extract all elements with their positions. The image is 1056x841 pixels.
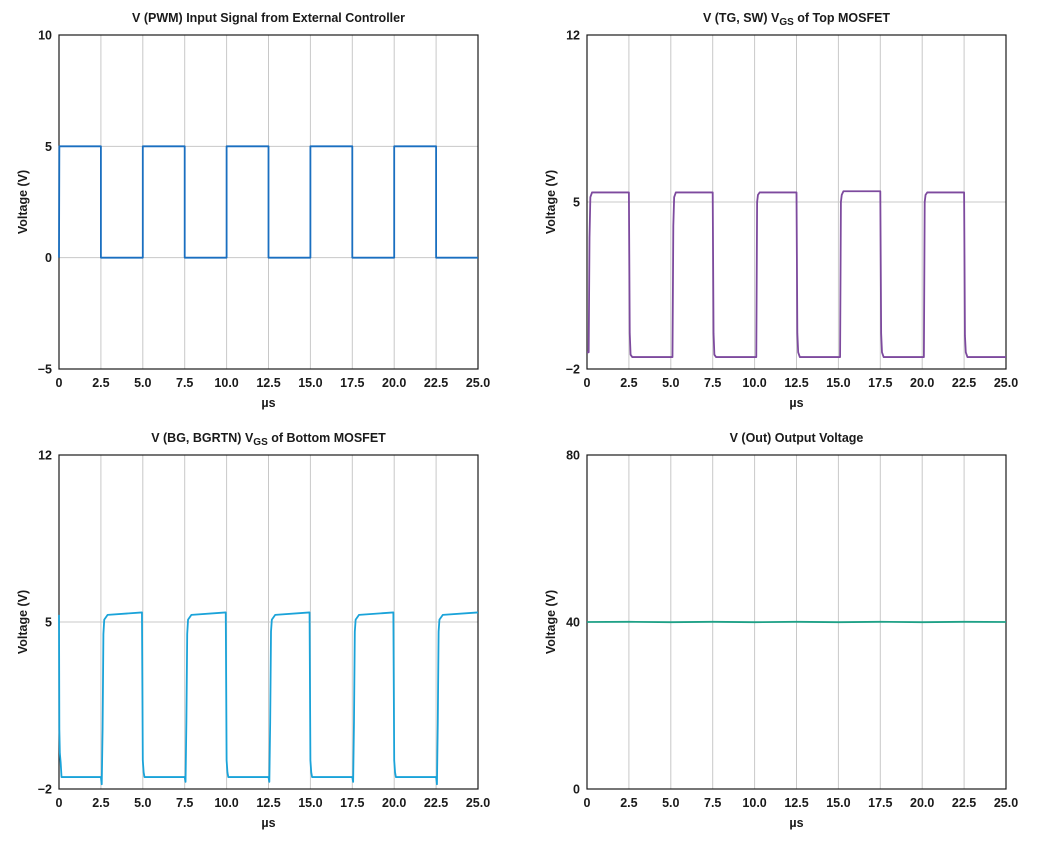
x-tick-label: 17.5 (340, 376, 364, 390)
x-tick-label: 17.5 (868, 376, 892, 390)
x-tick-label: 20.0 (910, 796, 934, 810)
y-tick-label: 5 (45, 616, 52, 630)
x-tick-label: 25.0 (994, 376, 1018, 390)
x-tick-label: 7.5 (176, 796, 193, 810)
y-axis-label: Voltage (V) (16, 590, 30, 654)
x-axis-label: µs (789, 396, 803, 410)
chart-panel-bottom-mosfet: V (BG, BGRTN) VGS of Bottom MOSFET 0 2.5 5.… (0, 420, 528, 841)
x-tick-label: 17.5 (340, 796, 364, 810)
x-tick-label: 17.5 (868, 796, 892, 810)
x-axis-label: µs (789, 816, 803, 830)
x-tick-label: 10.0 (214, 376, 238, 390)
x-tick-label: 20.0 (910, 376, 934, 390)
chart-title: V (PWM) Input Signal from External Contr… (132, 11, 405, 25)
y-axis-label: Voltage (V) (16, 170, 30, 234)
chart-title: V (BG, BGRTN) VGS of Bottom MOSFET (151, 431, 386, 448)
x-axis-label: µs (261, 816, 275, 830)
y-axis-label: Voltage (V) (544, 170, 558, 234)
x-tick-label: 15.0 (826, 376, 850, 390)
x-tick-label: 2.5 (92, 376, 109, 390)
x-tick-label: 0 (56, 376, 63, 390)
x-tick-label: 12.5 (256, 796, 280, 810)
y-tick-label: 12 (566, 29, 580, 43)
chart-panel-pwm: V (PWM) Input Signal from External Contr… (0, 0, 528, 420)
chart-title: V (TG, SW) VGS of Top MOSFET (703, 11, 890, 28)
x-tick-label: 12.5 (256, 376, 280, 390)
y-tick-label: −2 (566, 363, 580, 377)
series-line (58, 611, 479, 786)
x-tick-label: 2.5 (620, 796, 637, 810)
y-tick-label: 5 (573, 196, 580, 210)
x-tick-label: 0 (584, 376, 591, 390)
y-tick-label: 0 (45, 251, 52, 265)
x-tick-label: 22.5 (424, 376, 448, 390)
x-tick-label: 15.0 (298, 796, 322, 810)
y-axis-label: Voltage (V) (544, 590, 558, 654)
x-tick-label: 2.5 (92, 796, 109, 810)
chart-svg: V (Out) Output Voltage 0 2.5 5.0 7.5 10.0 12.5… (544, 431, 1018, 830)
chart-panel-top-mosfet: V (TG, SW) VGS of Top MOSFET 0 2.5 5.0 7.5 10… (528, 0, 1056, 420)
x-tick-label: 5.0 (662, 796, 679, 810)
x-tick-label: 25.0 (466, 376, 490, 390)
x-tick-label: 10.0 (742, 376, 766, 390)
x-tick-label: 0 (584, 796, 591, 810)
x-tick-label: 10.0 (742, 796, 766, 810)
y-tick-label: −2 (38, 783, 52, 797)
x-tick-label: 10.0 (214, 796, 238, 810)
chart-svg: V (TG, SW) VGS of Top MOSFET 0 2.5 5.0 7.5 10… (544, 11, 1018, 410)
x-tick-label: 25.0 (994, 796, 1018, 810)
x-tick-label: 12.5 (784, 376, 808, 390)
x-axis-label: µs (261, 396, 275, 410)
series-line (58, 145, 478, 259)
x-tick-label: 5.0 (134, 796, 151, 810)
y-tick-label: 0 (573, 783, 580, 797)
y-tick-label: 12 (38, 449, 52, 463)
x-tick-label: 15.0 (298, 376, 322, 390)
y-tick-label: −5 (38, 363, 52, 377)
x-tick-label: 22.5 (424, 796, 448, 810)
x-tick-label: 20.0 (382, 796, 406, 810)
y-tick-label: 40 (566, 616, 580, 630)
x-tick-label: 20.0 (382, 376, 406, 390)
chart-title: V (Out) Output Voltage (730, 431, 864, 445)
x-tick-label: 15.0 (826, 796, 850, 810)
chart-svg: V (BG, BGRTN) VGS of Bottom MOSFET 0 2.5 5.… (16, 431, 490, 830)
x-tick-label: 5.0 (662, 376, 679, 390)
y-tick-label: 80 (566, 449, 580, 463)
series-line (587, 190, 1006, 358)
chart-panel-output: V (Out) Output Voltage 0 2.5 5.0 7.5 10.0 12.5… (528, 420, 1056, 841)
x-tick-label: 22.5 (952, 376, 976, 390)
chart-svg: V (PWM) Input Signal from External Contr… (16, 11, 490, 410)
x-tick-label: 5.0 (134, 376, 151, 390)
x-tick-label: 12.5 (784, 796, 808, 810)
x-tick-label: 7.5 (176, 376, 193, 390)
y-tick-label: 10 (38, 29, 52, 43)
y-tick-label: 5 (45, 140, 52, 154)
x-tick-label: 2.5 (620, 376, 637, 390)
x-tick-label: 7.5 (704, 796, 721, 810)
x-tick-label: 22.5 (952, 796, 976, 810)
x-tick-label: 0 (56, 796, 63, 810)
x-tick-label: 7.5 (704, 376, 721, 390)
x-tick-label: 25.0 (466, 796, 490, 810)
plot-frame (586, 34, 1007, 370)
